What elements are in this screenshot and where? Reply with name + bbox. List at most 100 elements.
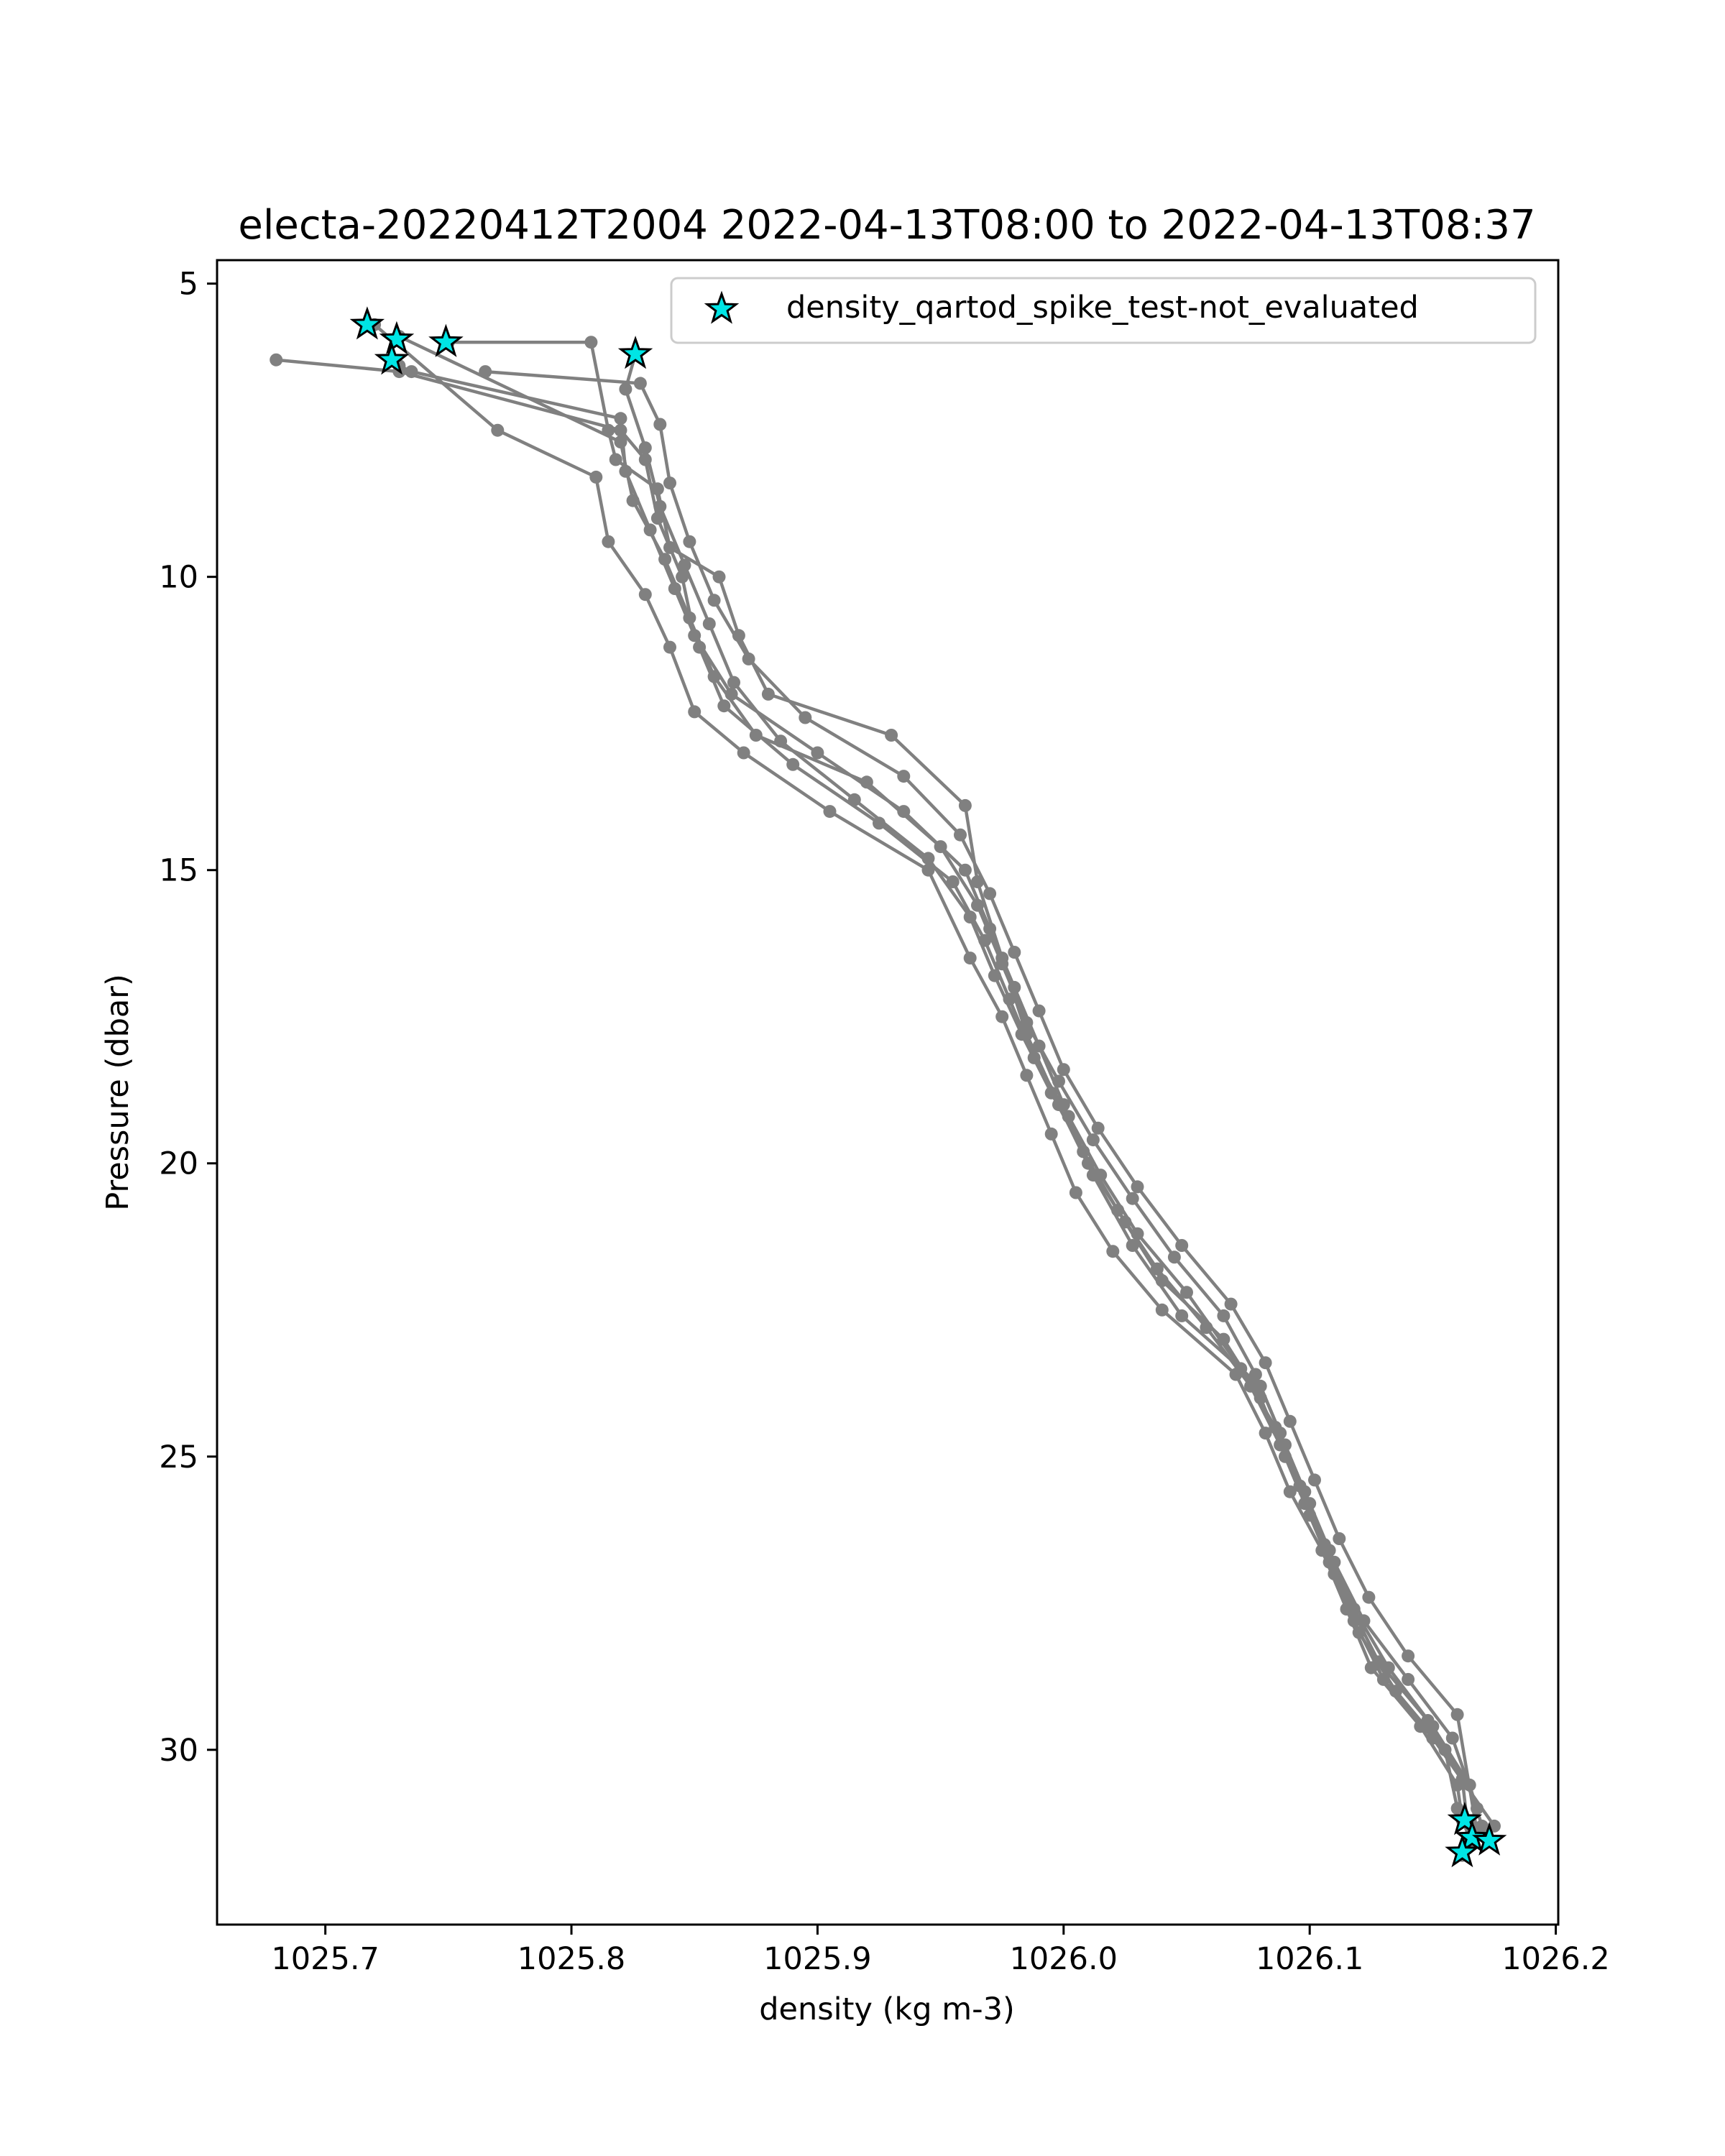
flagged-star-point — [1454, 1819, 1490, 1853]
y-tick-label: 25 — [159, 1439, 198, 1475]
profile-point — [663, 476, 676, 490]
profile-point — [1032, 1004, 1046, 1018]
profile-point — [963, 911, 977, 923]
flagged-points — [349, 306, 1507, 1868]
profile-point — [1217, 1309, 1230, 1322]
profile-point — [786, 757, 800, 771]
profile-point — [1155, 1303, 1169, 1317]
profile-point — [1015, 1028, 1029, 1041]
profile-point — [847, 793, 861, 806]
profile-point — [1347, 1614, 1361, 1628]
profile-point — [1180, 1286, 1193, 1299]
profile-point — [717, 699, 731, 713]
profile-point — [1254, 1379, 1267, 1393]
profile-line — [398, 364, 1471, 1844]
profile-series-2 — [368, 318, 1469, 1827]
profile-point — [638, 441, 652, 455]
profile-point — [1091, 1121, 1105, 1135]
x-tick-label: 1026.2 — [1501, 1941, 1609, 1977]
profile-point — [712, 570, 726, 584]
profile-point — [1044, 1086, 1058, 1100]
profile-point — [653, 418, 667, 431]
profile-series-1 — [270, 353, 1476, 1845]
profile-point — [958, 798, 972, 812]
profile-point — [602, 423, 615, 437]
profile-point — [1126, 1239, 1139, 1252]
profile-point — [668, 582, 681, 595]
profile-point — [405, 365, 418, 379]
profile-point — [1259, 1356, 1272, 1370]
profile-point — [643, 523, 657, 537]
y-tick-label: 30 — [159, 1733, 198, 1769]
profile-point — [963, 952, 977, 965]
profile-point — [1020, 1069, 1034, 1082]
profile-point — [921, 852, 935, 865]
flagged-star-point — [1471, 1822, 1507, 1856]
y-axis-label: Pressure (dbar) — [100, 974, 136, 1210]
y-tick-label: 10 — [159, 560, 198, 596]
x-axis-label: density (kg m-3) — [759, 1991, 1015, 2027]
profile-point — [1077, 1145, 1090, 1158]
profile-point — [1259, 1427, 1272, 1440]
profile-point — [1357, 1614, 1371, 1628]
profile-point — [650, 512, 664, 525]
flagged-star-point — [1447, 1802, 1483, 1835]
profile-point — [1274, 1438, 1287, 1452]
profile-series-5 — [441, 336, 1484, 1862]
profile-point — [638, 588, 652, 602]
y-tick-label: 5 — [179, 267, 198, 303]
profile-point — [1131, 1180, 1144, 1194]
profile-point — [1167, 1250, 1181, 1264]
y-axis: 5 10 15 20 25 30 — [159, 267, 217, 1769]
flagged-star-point — [379, 321, 415, 354]
profile-point — [614, 412, 627, 425]
profile-point — [988, 969, 1001, 982]
profile-line — [398, 335, 1484, 1827]
profile-point — [958, 863, 972, 877]
profile-point — [954, 828, 967, 842]
profile-point — [693, 640, 707, 654]
profile-point — [1044, 1127, 1058, 1141]
profile-line — [275, 358, 1471, 1839]
profile-point — [678, 558, 691, 572]
profile-point — [688, 705, 702, 719]
profile-point — [1126, 1192, 1139, 1205]
flagged-star-point — [428, 323, 464, 357]
profile-point — [1298, 1497, 1312, 1511]
chart-title: electa-20220412T2004 2022-04-13T08:00 to… — [238, 202, 1535, 249]
profile-line — [373, 323, 1464, 1821]
flagged-star-point — [374, 341, 410, 375]
profile-line — [485, 369, 1479, 1833]
profile-point — [1150, 1262, 1164, 1276]
profile-point — [683, 535, 696, 548]
profile-point — [1086, 1133, 1100, 1147]
profile-point — [1244, 1379, 1257, 1393]
profile-point — [1376, 1672, 1390, 1686]
profile-point — [799, 711, 812, 724]
legend: density_qartod_spike_test-not_evaluated — [670, 277, 1537, 344]
legend-box — [670, 277, 1537, 344]
profile-point — [663, 640, 676, 654]
plot-content — [270, 306, 1507, 1868]
profile-point — [934, 840, 947, 854]
y-tick-label: 20 — [159, 1146, 198, 1182]
profile-point — [584, 336, 598, 349]
profile-point — [897, 770, 911, 783]
legend-star-marker — [704, 290, 740, 324]
legend-star — [704, 290, 740, 324]
profile-point — [946, 875, 960, 888]
profile-series-3 — [392, 330, 1489, 1833]
profile-point — [1333, 1532, 1346, 1545]
profile-point — [971, 898, 984, 912]
profile-point — [1283, 1485, 1297, 1498]
profile-point — [1052, 1074, 1065, 1088]
profile-point — [1175, 1309, 1189, 1322]
profile-point — [1008, 946, 1021, 959]
profile-point — [983, 887, 997, 900]
profile-point — [727, 676, 740, 689]
profile-point — [1308, 1473, 1321, 1487]
profile-point — [1445, 1731, 1459, 1745]
profile-point — [897, 805, 911, 819]
profile-series-6 — [619, 347, 1501, 1845]
profile-point — [1106, 1245, 1120, 1258]
